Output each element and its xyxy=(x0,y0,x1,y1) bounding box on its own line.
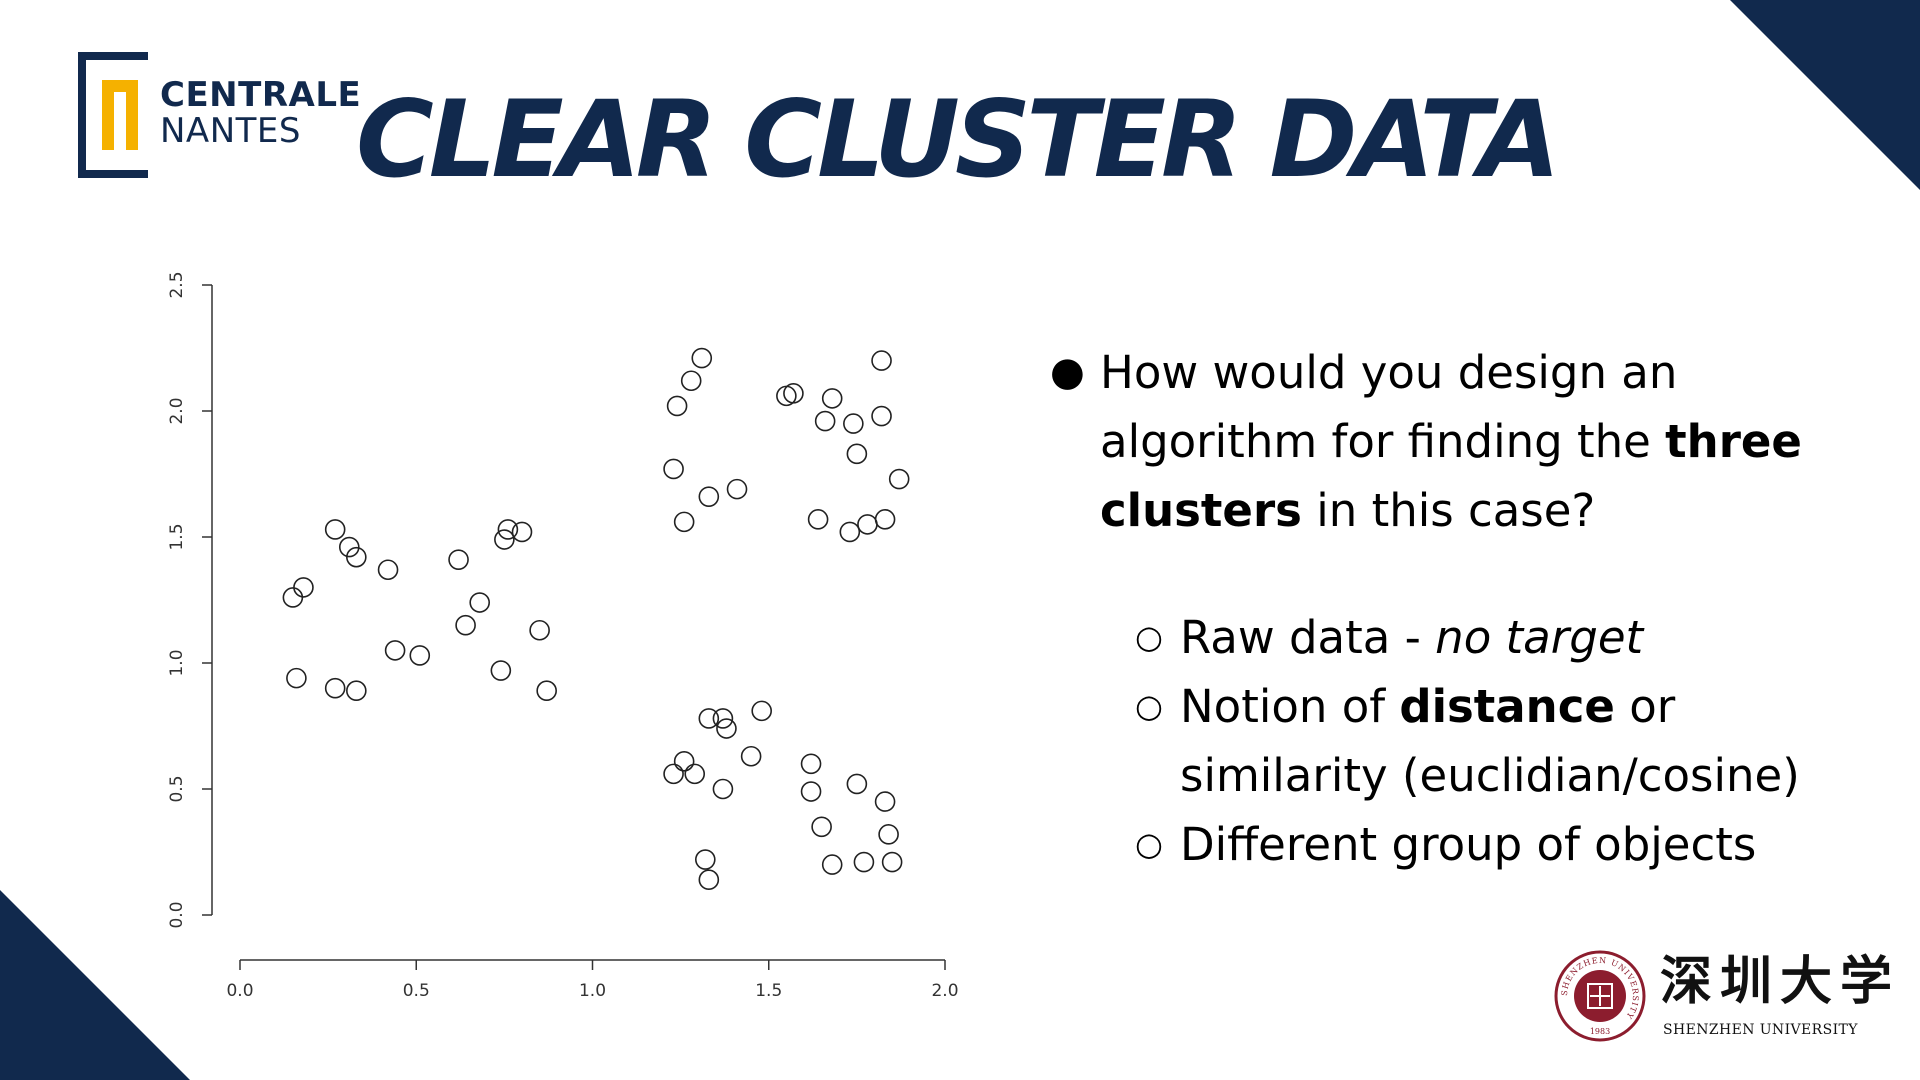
data-point xyxy=(853,851,875,873)
data-point xyxy=(490,660,512,681)
data-point xyxy=(726,478,748,500)
data-point xyxy=(839,521,861,543)
data-point xyxy=(821,854,843,875)
sub-bullet-text: Different group of objects xyxy=(1180,818,1757,871)
data-point xyxy=(871,350,892,371)
corner-decoration-top-right xyxy=(1730,0,1920,190)
data-point xyxy=(846,443,868,465)
data-point xyxy=(324,519,346,540)
data-point xyxy=(324,677,346,699)
data-point xyxy=(888,468,910,490)
data-point xyxy=(377,559,399,581)
sub-bullet: ○ Notion of distance or similarity (eucl… xyxy=(1135,672,1870,810)
data-point xyxy=(698,708,720,729)
sub-bullet-text: Notion of distance or similarity (euclid… xyxy=(1180,680,1800,802)
y-tick-label: 2.0 xyxy=(167,397,187,424)
centrale-nantes-wordmark: CENTRALE NANTES xyxy=(160,75,362,151)
data-point xyxy=(663,458,684,480)
data-point xyxy=(857,514,878,535)
data-point xyxy=(843,413,864,434)
bullet-list: ● How would you design an algorithm for … xyxy=(1050,338,1870,879)
logo-line-2: NANTES xyxy=(160,111,301,151)
data-point xyxy=(821,388,843,409)
data-point xyxy=(783,383,804,404)
sub-bullet-text: Raw data - no target xyxy=(1180,611,1644,664)
sub-bullet: ○ Different group of objects xyxy=(1135,810,1870,879)
data-point xyxy=(455,614,476,636)
y-tick-label: 0.5 xyxy=(167,775,187,802)
data-point xyxy=(698,869,720,891)
x-tick-label: 0.0 xyxy=(226,981,253,1000)
centrale-nantes-logo xyxy=(78,52,148,178)
y-tick-label: 0.0 xyxy=(167,901,187,928)
main-bullet-bold: three clusters xyxy=(1100,415,1802,537)
data-point xyxy=(663,763,684,785)
data-point xyxy=(346,546,367,568)
hollow-bullet-icon: ○ xyxy=(1135,687,1163,725)
svg-text:1983: 1983 xyxy=(1590,1027,1610,1036)
data-point xyxy=(694,849,716,870)
y-tick-label: 1.0 xyxy=(167,649,187,676)
data-point xyxy=(338,536,360,558)
data-point xyxy=(740,745,762,767)
data-point xyxy=(286,667,307,689)
shenzhen-university-seal-icon: SHENZHEN UNIVERSITY 1983 xyxy=(1554,950,1646,1042)
sub-bullet-list: ○ Raw data - no target ○ Notion of dista… xyxy=(1135,603,1870,879)
data-point xyxy=(881,851,903,873)
logo-line-1: CENTRALE xyxy=(160,75,362,115)
data-point xyxy=(293,577,314,598)
y-tick-label: 2.5 xyxy=(167,271,187,298)
data-point xyxy=(448,549,469,570)
data-point xyxy=(511,521,533,543)
data-point xyxy=(874,791,896,812)
y-tick-label: 1.5 xyxy=(167,523,187,550)
bullet-dot-icon: ● xyxy=(1050,349,1085,395)
scatter-plot: 0.0 0.5 1.0 1.5 2.0 2.5 0.0 0.5 1.0 1.5 2.0 xyxy=(167,271,959,1000)
data-point xyxy=(346,680,367,702)
data-point xyxy=(409,645,431,666)
sub-bullet: ○ Raw data - no target xyxy=(1135,603,1870,672)
main-bullet-text: How would you design an algorithm for fi… xyxy=(1100,346,1802,537)
data-point xyxy=(691,347,713,369)
data-point xyxy=(716,718,737,739)
data-point xyxy=(680,370,702,392)
data-point xyxy=(494,529,515,550)
corner-decoration-bottom-left xyxy=(0,890,190,1080)
shenzhen-university-chinese-name: 深圳大学 xyxy=(1660,951,1901,1012)
x-tick-label: 0.5 xyxy=(403,981,430,1000)
data-point xyxy=(800,781,822,802)
data-point xyxy=(698,486,720,507)
hollow-bullet-icon: ○ xyxy=(1135,618,1163,656)
data-point xyxy=(282,587,304,608)
data-point xyxy=(878,824,899,845)
data-point xyxy=(871,405,892,427)
data-point xyxy=(384,640,406,661)
data-point xyxy=(800,753,822,775)
hollow-bullet-icon: ○ xyxy=(1135,825,1163,863)
data-point xyxy=(874,509,896,530)
x-tick-label: 1.0 xyxy=(579,981,606,1000)
data-point xyxy=(666,395,688,417)
shenzhen-university-english-name: SHENZHEN UNIVERSITY xyxy=(1663,1022,1858,1038)
x-tick-label: 2.0 xyxy=(931,981,958,1000)
main-bullet: ● How would you design an algorithm for … xyxy=(1050,338,1870,545)
data-point xyxy=(673,511,695,533)
data-point xyxy=(673,750,695,772)
data-point xyxy=(469,592,491,613)
data-point xyxy=(712,708,734,729)
data-point xyxy=(497,519,519,540)
data-point xyxy=(684,763,706,785)
data-point xyxy=(529,619,550,641)
data-point xyxy=(536,680,557,702)
data-point xyxy=(814,410,836,432)
data-point xyxy=(751,700,773,722)
data-point xyxy=(811,816,832,838)
data-point xyxy=(807,509,829,530)
data-point xyxy=(846,773,868,795)
slide-title: CLEAR CLUSTER DATA xyxy=(356,78,1561,201)
data-point xyxy=(712,778,734,800)
x-tick-label: 1.5 xyxy=(755,981,782,1000)
